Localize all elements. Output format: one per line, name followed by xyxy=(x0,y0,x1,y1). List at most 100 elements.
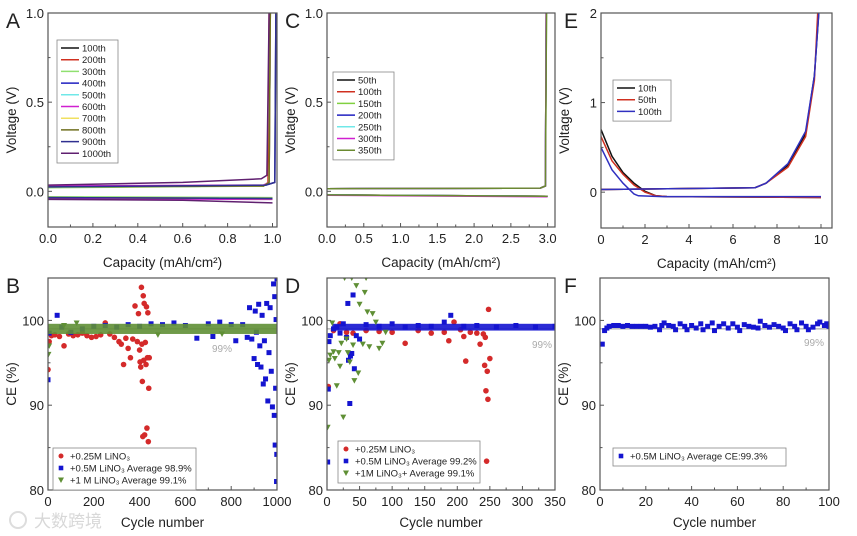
y-tick-label: 2 xyxy=(590,6,597,21)
data-point xyxy=(755,325,761,331)
data-point xyxy=(461,323,467,329)
data-point xyxy=(376,323,382,329)
data-point xyxy=(346,359,353,365)
data-point xyxy=(698,321,704,327)
data-point xyxy=(493,324,499,330)
data-point xyxy=(273,385,277,391)
legend-box xyxy=(612,79,672,122)
data-point xyxy=(48,366,51,373)
data-point xyxy=(389,329,395,336)
x-tick-label: 4 xyxy=(685,232,692,247)
plot-area xyxy=(600,318,829,347)
data-point xyxy=(141,432,148,438)
data-point xyxy=(794,327,800,333)
y-tick-label: 100 xyxy=(22,313,44,328)
data-point xyxy=(716,323,722,329)
data-point xyxy=(350,342,357,348)
data-point xyxy=(487,355,493,362)
data-point xyxy=(349,350,355,356)
data-point xyxy=(266,350,272,356)
x-axis-title: Cycle number xyxy=(399,515,483,530)
panel-c: C 0.0 0.5 1.0 1.5 2.0 2.5 3.0 0.0 0.5 1.0 Capacity … xyxy=(283,6,557,270)
data-point xyxy=(48,351,52,358)
data-point xyxy=(647,324,653,330)
series-band xyxy=(332,323,555,331)
plot-area xyxy=(601,13,822,199)
legend-label: 200th xyxy=(358,111,382,122)
data-point xyxy=(88,334,95,341)
data-point xyxy=(734,324,740,330)
data-point xyxy=(817,319,823,325)
data-point xyxy=(132,303,138,309)
x-tick-label: 200 xyxy=(83,494,105,509)
data-point xyxy=(48,338,52,345)
data-point xyxy=(145,309,151,316)
legend-label: +1 M LiNO₃ Average 99.1% xyxy=(70,476,187,487)
data-point xyxy=(274,278,277,282)
data-point xyxy=(271,281,277,287)
data-point xyxy=(343,336,350,343)
x-tick-label: 0.2 xyxy=(84,231,102,246)
data-point xyxy=(762,322,768,328)
data-point xyxy=(441,329,448,336)
x-tick-label: 2.5 xyxy=(502,231,520,246)
legend-label: 100th xyxy=(82,44,106,55)
panel-letter: D xyxy=(285,275,300,298)
data-point xyxy=(56,333,63,340)
x-axis-title: Capacity (mAh/cm²) xyxy=(103,255,222,270)
data-point xyxy=(337,363,344,370)
legend-marker xyxy=(343,458,349,464)
legend-label: 10th xyxy=(638,84,657,95)
legend-label: +0.25M LiNO₃ xyxy=(70,452,130,463)
reference-label: 99% xyxy=(532,340,552,351)
series-line-350th-discharge xyxy=(327,194,548,198)
data-point xyxy=(217,319,223,325)
data-point xyxy=(741,322,747,328)
data-point xyxy=(137,364,144,370)
data-point xyxy=(247,305,253,311)
data-point xyxy=(129,336,136,342)
x-tick-label: 2.0 xyxy=(465,231,483,246)
data-point xyxy=(461,333,467,340)
legend-box xyxy=(56,39,119,164)
legend-label: 700th xyxy=(82,114,106,125)
data-point xyxy=(402,324,408,330)
data-point xyxy=(154,332,161,338)
x-tick-label: 0.0 xyxy=(39,231,57,246)
legend-label: 800th xyxy=(82,125,106,136)
data-point xyxy=(364,309,371,315)
y-tick-label: 90 xyxy=(30,398,44,413)
legend-marker xyxy=(343,470,349,476)
data-point xyxy=(134,338,141,345)
data-point xyxy=(484,368,491,375)
data-point xyxy=(111,334,118,341)
series-line-900th-charge xyxy=(48,13,277,188)
legend: +0.25M LiNO₃+0.5M LiNO₃ Average 98.9%+1 … xyxy=(52,447,197,491)
data-point xyxy=(350,292,356,298)
data-point xyxy=(342,278,347,281)
data-point xyxy=(552,323,555,329)
data-point xyxy=(334,324,340,330)
legend-marker xyxy=(58,453,64,459)
y-tick-label: 1.0 xyxy=(26,6,44,21)
data-point xyxy=(146,354,153,361)
legend-label: 1000th xyxy=(82,149,111,160)
data-point xyxy=(376,345,383,352)
data-point xyxy=(620,323,626,329)
data-point xyxy=(799,320,805,326)
data-point xyxy=(372,319,379,326)
data-point xyxy=(467,329,474,336)
x-axis-title: Cycle number xyxy=(673,515,757,530)
data-point xyxy=(331,356,338,362)
legend-label: 300th xyxy=(358,134,382,145)
x-tick-label: 20 xyxy=(639,494,653,509)
data-point xyxy=(260,381,266,387)
data-point xyxy=(61,343,67,349)
legend-label: +1M LiNO₃+ Average 99.1% xyxy=(355,469,475,480)
data-point xyxy=(327,386,331,392)
legend-label: 200th xyxy=(82,55,106,66)
data-point xyxy=(343,329,350,336)
panel-a: A 0.0 0.2 0.4 0.6 0.8 1.0 0.0 0.5 1.0 Capacity (mA… xyxy=(4,6,282,270)
data-point xyxy=(263,376,269,382)
